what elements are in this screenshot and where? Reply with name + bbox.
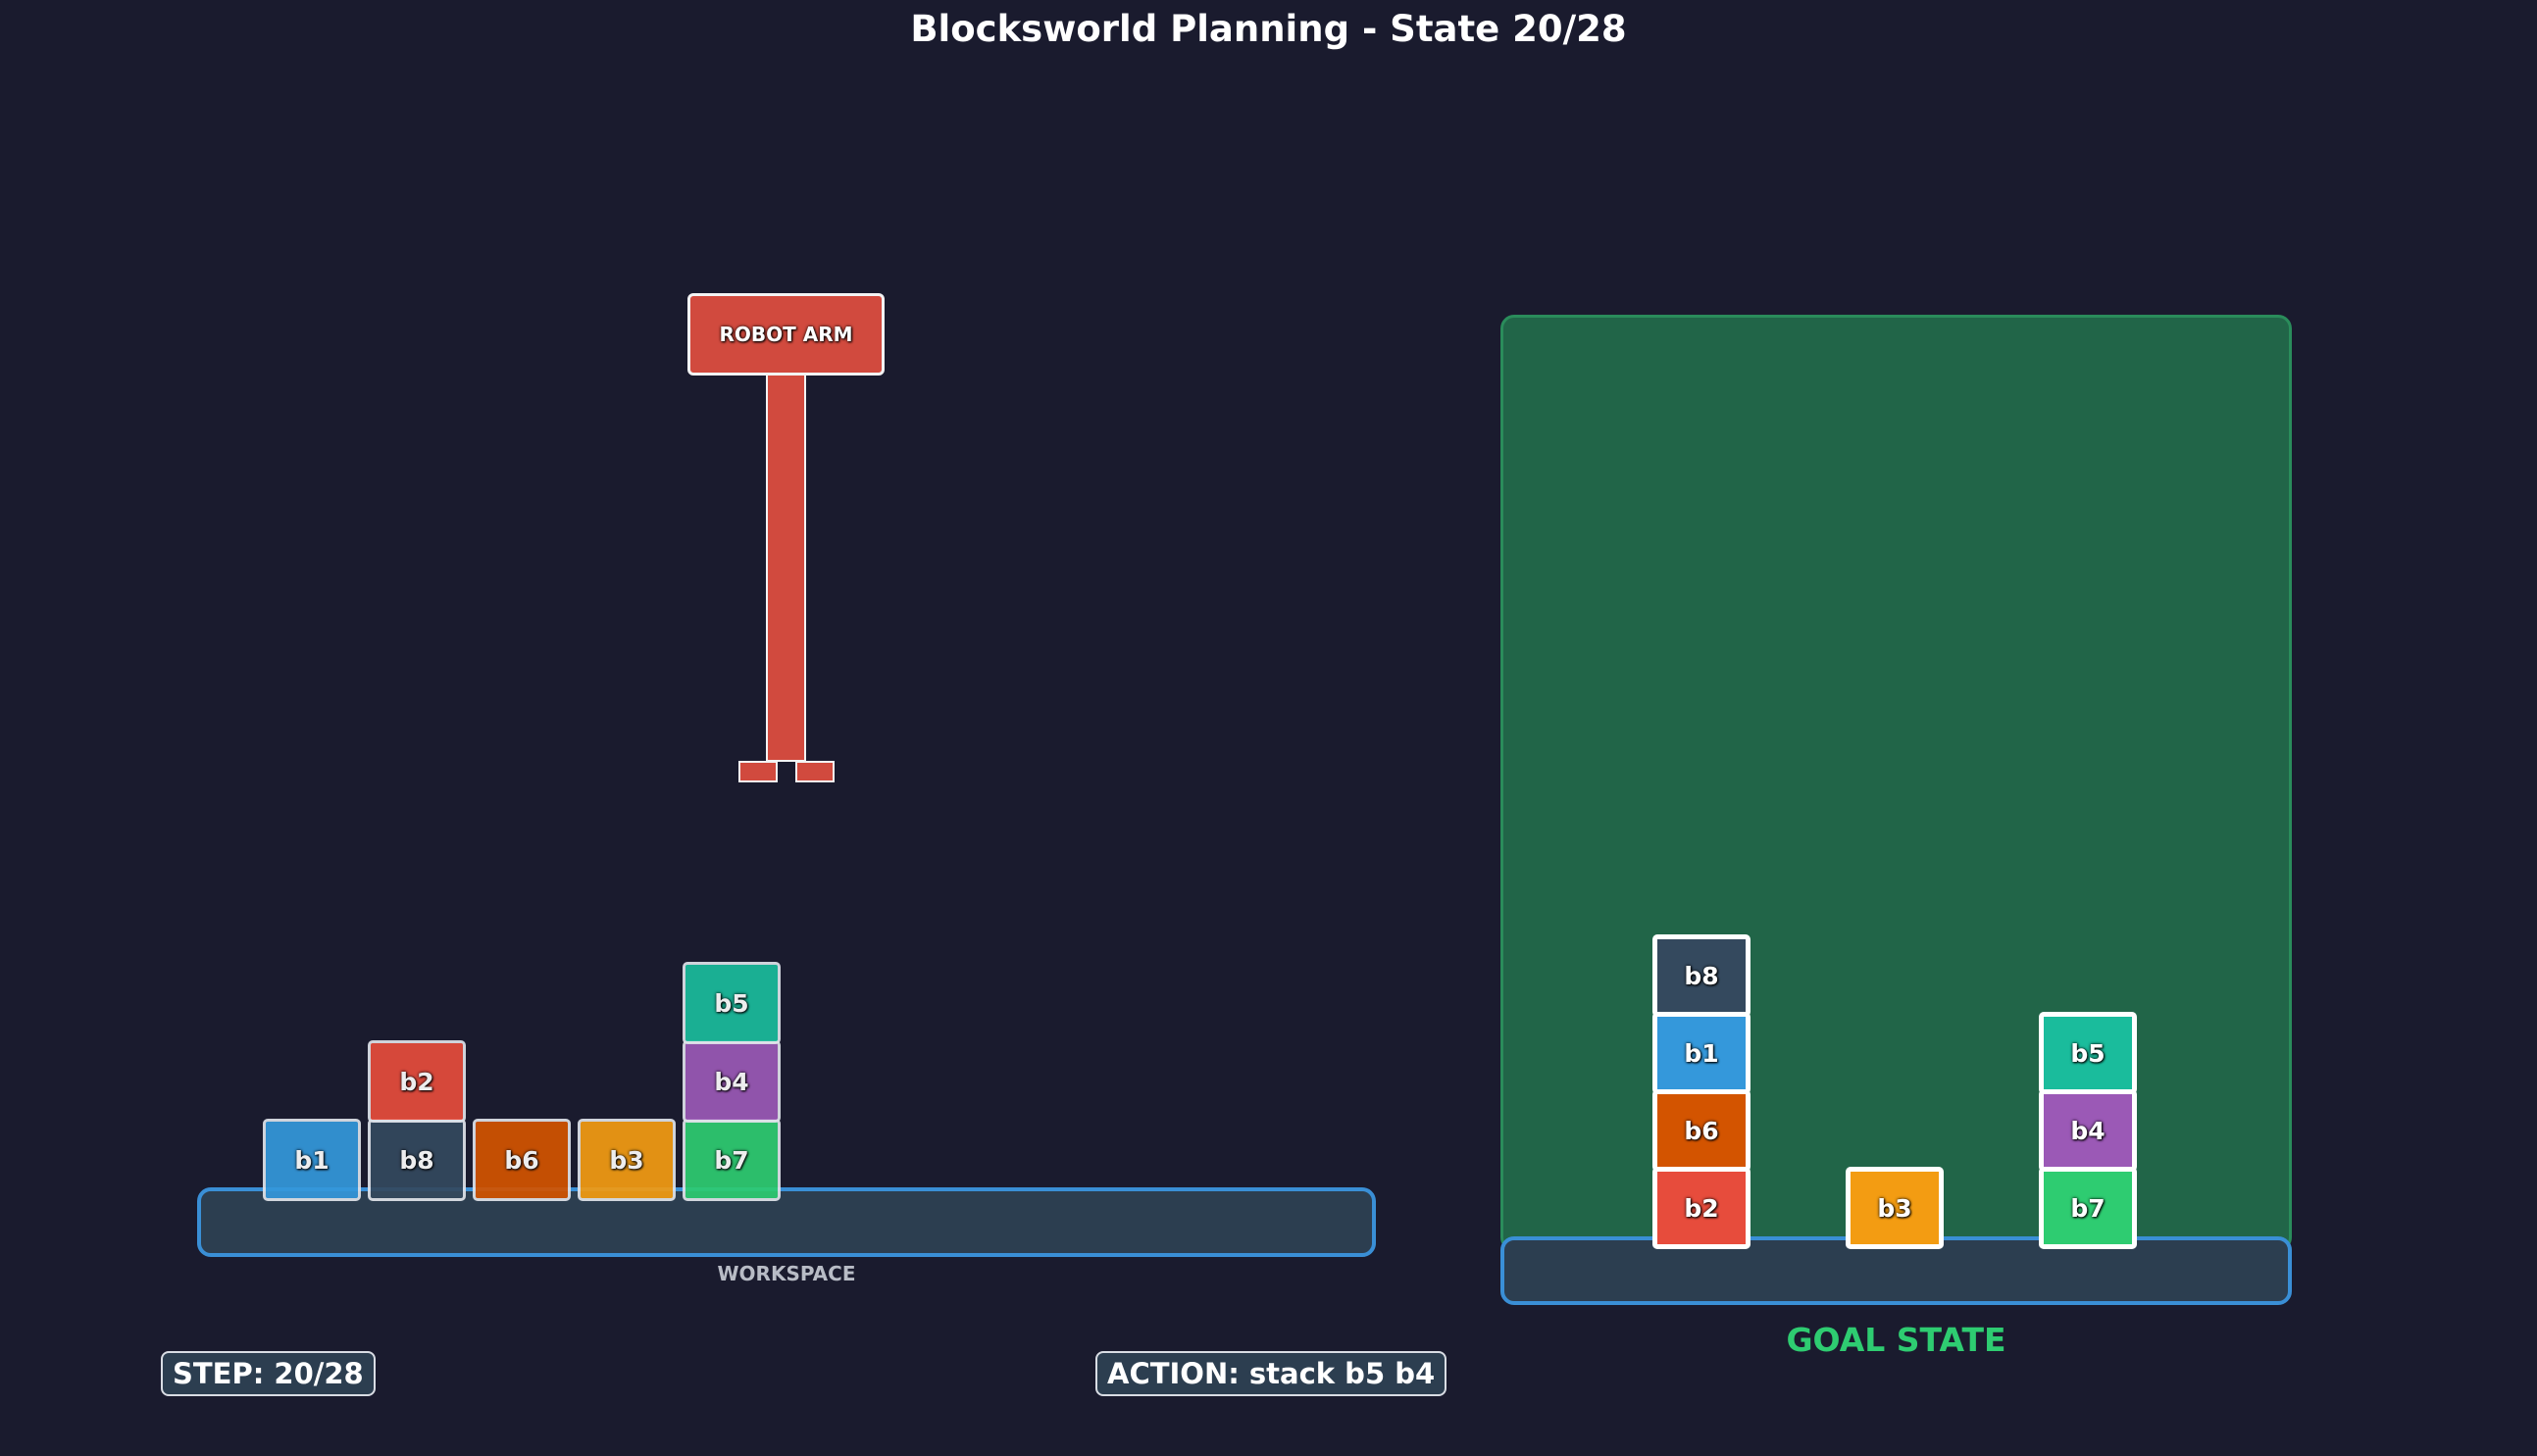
goal-block-b2: b2 [1652, 1167, 1751, 1249]
workspace-block-b8: b8 [368, 1119, 466, 1201]
goal-panel [1500, 315, 2292, 1251]
goal-block-b7: b7 [2039, 1167, 2137, 1249]
goal-block-b8: b8 [1652, 934, 1751, 1017]
workspace-block-b4: b4 [683, 1040, 781, 1123]
workspace-block-b2: b2 [368, 1040, 466, 1123]
goal-block-b6: b6 [1652, 1089, 1751, 1172]
workspace-block-b5: b5 [683, 962, 781, 1044]
goal-block-b1: b1 [1652, 1012, 1751, 1094]
robot-arm-shaft [766, 374, 806, 762]
workspace-label: WORKSPACE [717, 1262, 856, 1285]
action-display: ACTION: stack b5 b4 [1095, 1351, 1447, 1396]
robot-arm-head: ROBOT ARM [687, 293, 885, 376]
goal-state-label: GOAL STATE [1786, 1321, 2006, 1359]
goal-block-b3: b3 [1846, 1167, 1944, 1249]
workspace-block-b3: b3 [578, 1119, 676, 1201]
goal-block-b5: b5 [2039, 1012, 2137, 1094]
step-counter: STEP: 20/28 [161, 1351, 376, 1396]
page-title: Blocksworld Planning - State 20/28 [910, 8, 1627, 50]
goal-block-b4: b4 [2039, 1089, 2137, 1172]
robot-claw-right [795, 761, 835, 782]
robot-claw-left [738, 761, 778, 782]
workspace-block-b1: b1 [263, 1119, 361, 1201]
workspace-block-b7: b7 [683, 1119, 781, 1201]
workspace-block-b6: b6 [473, 1119, 571, 1201]
robot-arm-label: ROBOT ARM [719, 323, 853, 346]
